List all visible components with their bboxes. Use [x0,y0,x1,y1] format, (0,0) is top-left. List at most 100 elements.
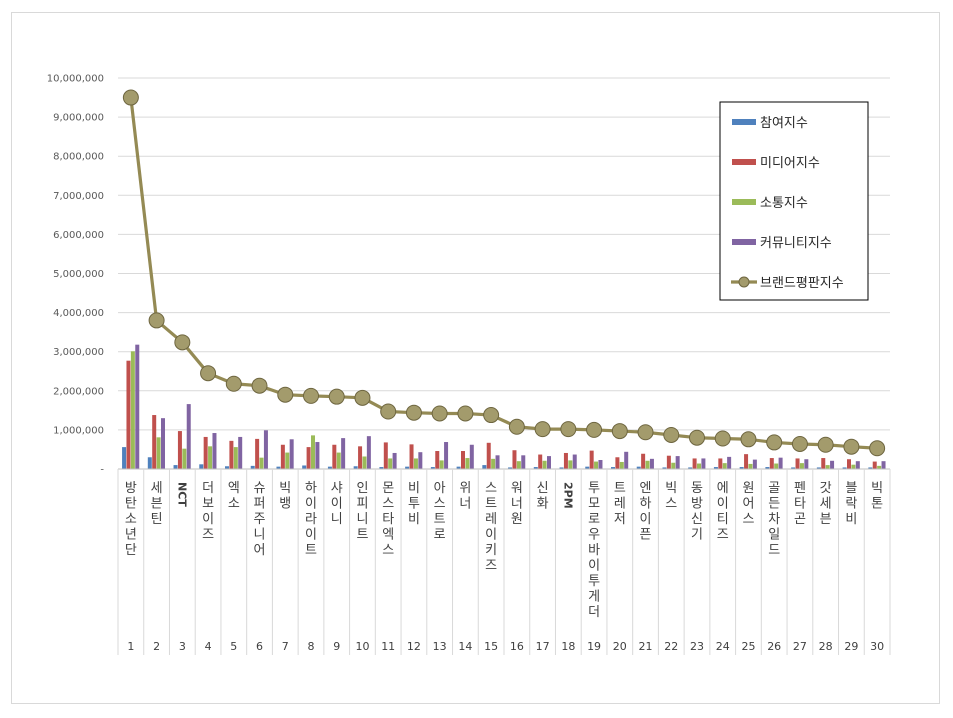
bar-미디어지수 [872,461,877,469]
x-index-label: 23 [690,640,704,653]
bar-미디어지수 [203,436,208,469]
bar-참여지수 [739,467,744,469]
bar-미디어지수 [229,440,234,469]
bar-참여지수 [688,467,693,469]
bar-미디어지수 [692,458,697,469]
bar-참여지수 [302,465,307,469]
x-index-label: 1 [127,640,134,653]
bar-커뮤니티지수 [263,430,268,469]
bar-소통지수 [697,463,701,469]
line-point [637,424,654,441]
bar-커뮤니티지수 [135,344,140,469]
bar-미디어지수 [461,451,465,469]
bar-미디어지수 [409,444,414,469]
bar-커뮤니티지수 [315,442,320,469]
bar-커뮤니티지수 [392,452,397,469]
bar-참여지수 [713,467,718,469]
legend-swatch [732,159,756,165]
line-point [200,365,217,382]
x-index-label: 12 [407,640,421,653]
y-tick-label: 6,000,000 [53,230,104,241]
bar-커뮤니티지수 [701,458,706,469]
bar-참여지수 [482,465,487,469]
bar-소통지수 [259,457,264,469]
bar-참여지수 [199,464,204,469]
bar-미디어지수 [280,444,285,469]
bar-참여지수 [379,467,384,469]
line-point [508,418,525,435]
bar-소통지수 [542,460,547,469]
bar-커뮤니티지수 [341,438,346,469]
legend-label: 소통지수 [760,196,808,211]
bar-참여지수 [405,466,410,469]
bar-참여지수 [868,467,873,469]
x-index-label: 28 [819,640,833,653]
line-point [714,430,731,447]
line-point [534,421,551,438]
bar-미디어지수 [512,450,517,469]
line-point [457,405,474,422]
bar-소통지수 [182,448,187,469]
line-point [122,89,139,106]
x-index-label: 3 [179,640,186,653]
bar-미디어지수 [358,446,363,469]
reputation-line [122,89,886,457]
bar-미디어지수 [821,458,826,469]
line-point [251,377,268,394]
line-point [689,429,705,446]
bar-참여지수 [327,466,332,469]
bar-소통지수 [722,463,727,469]
bar-커뮤니티지수 [675,456,680,469]
bar-커뮤니티지수 [804,459,809,469]
line-point [586,421,603,438]
x-index-label: 2 [153,640,160,653]
bar-커뮤니티지수 [572,454,577,469]
bar-미디어지수 [383,442,388,469]
bar-참여지수 [662,467,667,469]
bar-미디어지수 [332,444,337,469]
bar-참여지수 [636,466,641,469]
bar-소통지수 [645,460,650,469]
x-index-label: 27 [793,640,807,653]
y-tick-label: 3,000,000 [53,347,104,358]
bar-소통지수 [413,458,418,469]
bar-미디어지수 [744,454,749,469]
bar-커뮤니티지수 [161,418,165,469]
line-point [225,375,242,392]
bar-커뮤니티지수 [752,459,757,469]
bar-커뮤니티지수 [495,455,500,469]
bar-커뮤니티지수 [212,433,217,469]
bar-소통지수 [285,452,290,469]
bar-소통지수 [568,460,573,469]
bar-소통지수 [851,464,856,469]
bar-미디어지수 [177,431,182,469]
line-point [431,405,448,422]
bar-소통지수 [619,461,624,469]
x-index-label: 7 [282,640,289,653]
bar-커뮤니티지수 [418,452,423,469]
x-index-label: 21 [639,640,653,653]
bar-커뮤니티지수 [521,455,526,469]
y-tick-label: - [100,465,104,476]
line-point [277,386,294,403]
legend-label: 참여지수 [760,116,808,131]
line-point [354,389,371,406]
bar-커뮤니티지수 [469,444,474,469]
x-category-label: NCT [175,482,188,507]
bar-커뮤니티지수 [366,436,371,469]
x-index-label: 18 [561,640,575,653]
x-axis: 1 방 탄 소 년 단 2 세 븐 틴 3 NCT 4 더 보 이 즈 5 엑 소 6 슈 퍼 주 니 어 7 빅 뱅 8 하 이 라 이 트 9 샤 이… [117,468,891,655]
bar-참여지수 [147,457,152,469]
x-index-label: 11 [381,640,395,653]
bar-참여지수 [456,466,461,469]
